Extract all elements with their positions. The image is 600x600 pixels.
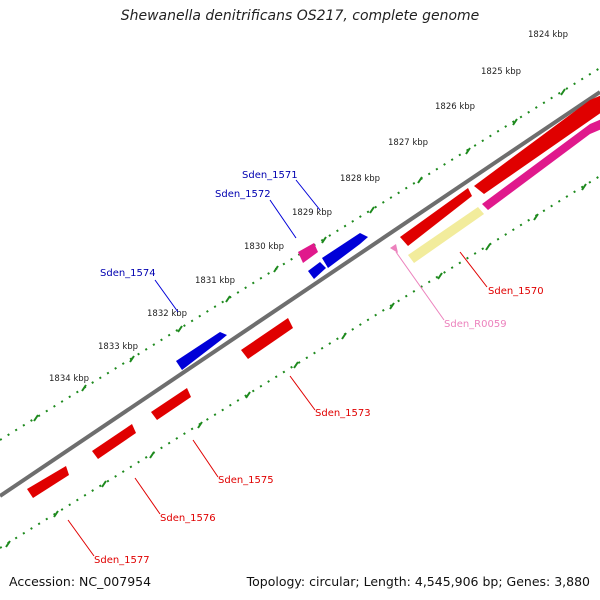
ruler-label-1831: 1831 kbp [195, 276, 235, 286]
ruler-tick [53, 510, 59, 518]
gene-sden-1573[interactable] [241, 318, 293, 359]
ruler-tick [81, 384, 87, 392]
ruler-label-1829: 1829 kbp [292, 208, 332, 218]
outer-ruler-ticks [33, 88, 566, 422]
ruler-tick [341, 332, 347, 340]
gene-sden-1571[interactable] [322, 233, 368, 268]
ruler-tick [465, 147, 471, 155]
ruler-tick [245, 391, 251, 399]
leader-line-sden-r0059 [395, 251, 445, 321]
ruler-label-1828: 1828 kbp [340, 174, 380, 184]
ruler-tick [177, 325, 183, 333]
forward-leader-lines [67, 251, 488, 557]
ruler-tick [389, 302, 395, 310]
gene-label-sden-1570[interactable]: Sden_1570 [488, 286, 544, 297]
ruler-tick [33, 414, 39, 422]
ruler-tick [485, 243, 491, 251]
ruler-tick [437, 272, 443, 280]
ruler-tick [5, 540, 11, 548]
gene-sden-1575[interactable] [151, 388, 191, 420]
ruler-tick [149, 451, 155, 459]
gene-label-sden-1573[interactable]: Sden_1573 [315, 408, 371, 419]
gene-label-sden-1571[interactable]: Sden_1571 [242, 170, 298, 181]
ruler-label-1824: 1824 kbp [528, 30, 568, 40]
genome-info-text: Topology: circular; Length: 4,545,906 bp… [246, 574, 590, 589]
rna-features [298, 118, 600, 263]
gene-sden-1574[interactable] [176, 332, 227, 370]
gene-label-sden-1572[interactable]: Sden_1572 [215, 189, 271, 200]
rna-marker[interactable] [390, 244, 398, 253]
leader-line-sden-1577 [67, 519, 95, 557]
gene-sden-1572[interactable] [308, 262, 326, 279]
ruler-tick [293, 361, 299, 369]
leader-line-sden-1575 [192, 439, 219, 478]
gene-label-sden-r0059[interactable]: Sden_R0059 [444, 319, 507, 330]
ruler-label-1826: 1826 kbp [435, 102, 475, 112]
ruler-tick [197, 421, 203, 429]
gene-label-sden-1574[interactable]: Sden_1574 [100, 268, 156, 279]
leader-line-sden-1574 [154, 279, 179, 313]
ruler-tick [533, 213, 539, 221]
ruler-label-1832: 1832 kbp [147, 309, 187, 319]
gene-sden-1570-arrow[interactable] [474, 94, 600, 194]
gene-pseudo-yellow[interactable] [408, 207, 484, 263]
ruler-tick [273, 265, 279, 273]
gene-sden-r0059-rna[interactable] [482, 118, 600, 210]
leader-line-sden-1572 [269, 199, 297, 239]
ruler-label-1834: 1834 kbp [49, 374, 89, 384]
ruler-label-1827: 1827 kbp [388, 138, 428, 148]
ruler-label-1833: 1833 kbp [98, 342, 138, 352]
ruler-label-1825: 1825 kbp [481, 67, 521, 77]
leader-line-sden-1576 [134, 477, 161, 515]
ruler-label-1830: 1830 kbp [244, 242, 284, 252]
gene-label-sden-1577[interactable]: Sden_1577 [94, 555, 150, 566]
genome-backbone [0, 90, 600, 498]
gene-sden-1577[interactable] [27, 466, 69, 498]
forward-strand-genes [27, 94, 600, 498]
ruler-tick [369, 206, 375, 214]
ruler-tick [101, 480, 107, 488]
gene-label-sden-1576[interactable]: Sden_1576 [160, 513, 216, 524]
rna-small-magenta[interactable] [298, 243, 318, 263]
reverse-leader-lines [154, 179, 321, 313]
gene-sden-1570-part[interactable] [400, 188, 472, 246]
leader-line-sden-1571 [295, 179, 321, 211]
ruler-tick [321, 236, 327, 244]
inner-ruler-track [0, 175, 600, 549]
ruler-tick [225, 295, 231, 303]
ruler-tick [560, 88, 566, 96]
leader-line-sden-1573 [289, 375, 316, 411]
gene-sden-1576[interactable] [92, 424, 136, 459]
ruler-tick [581, 183, 587, 191]
inner-ruler-ticks [5, 183, 587, 548]
leader-line-sden-1570 [459, 251, 488, 288]
gene-label-sden-1575[interactable]: Sden_1575 [218, 475, 274, 486]
map-title: Shewanella denitrificans OS217, complete… [120, 8, 480, 24]
ruler-tick [512, 118, 518, 126]
reverse-strand-genes [176, 233, 368, 370]
accession-text: Accession: NC_007954 [9, 574, 152, 589]
ruler-tick [129, 355, 135, 363]
ruler-tick [417, 176, 423, 184]
